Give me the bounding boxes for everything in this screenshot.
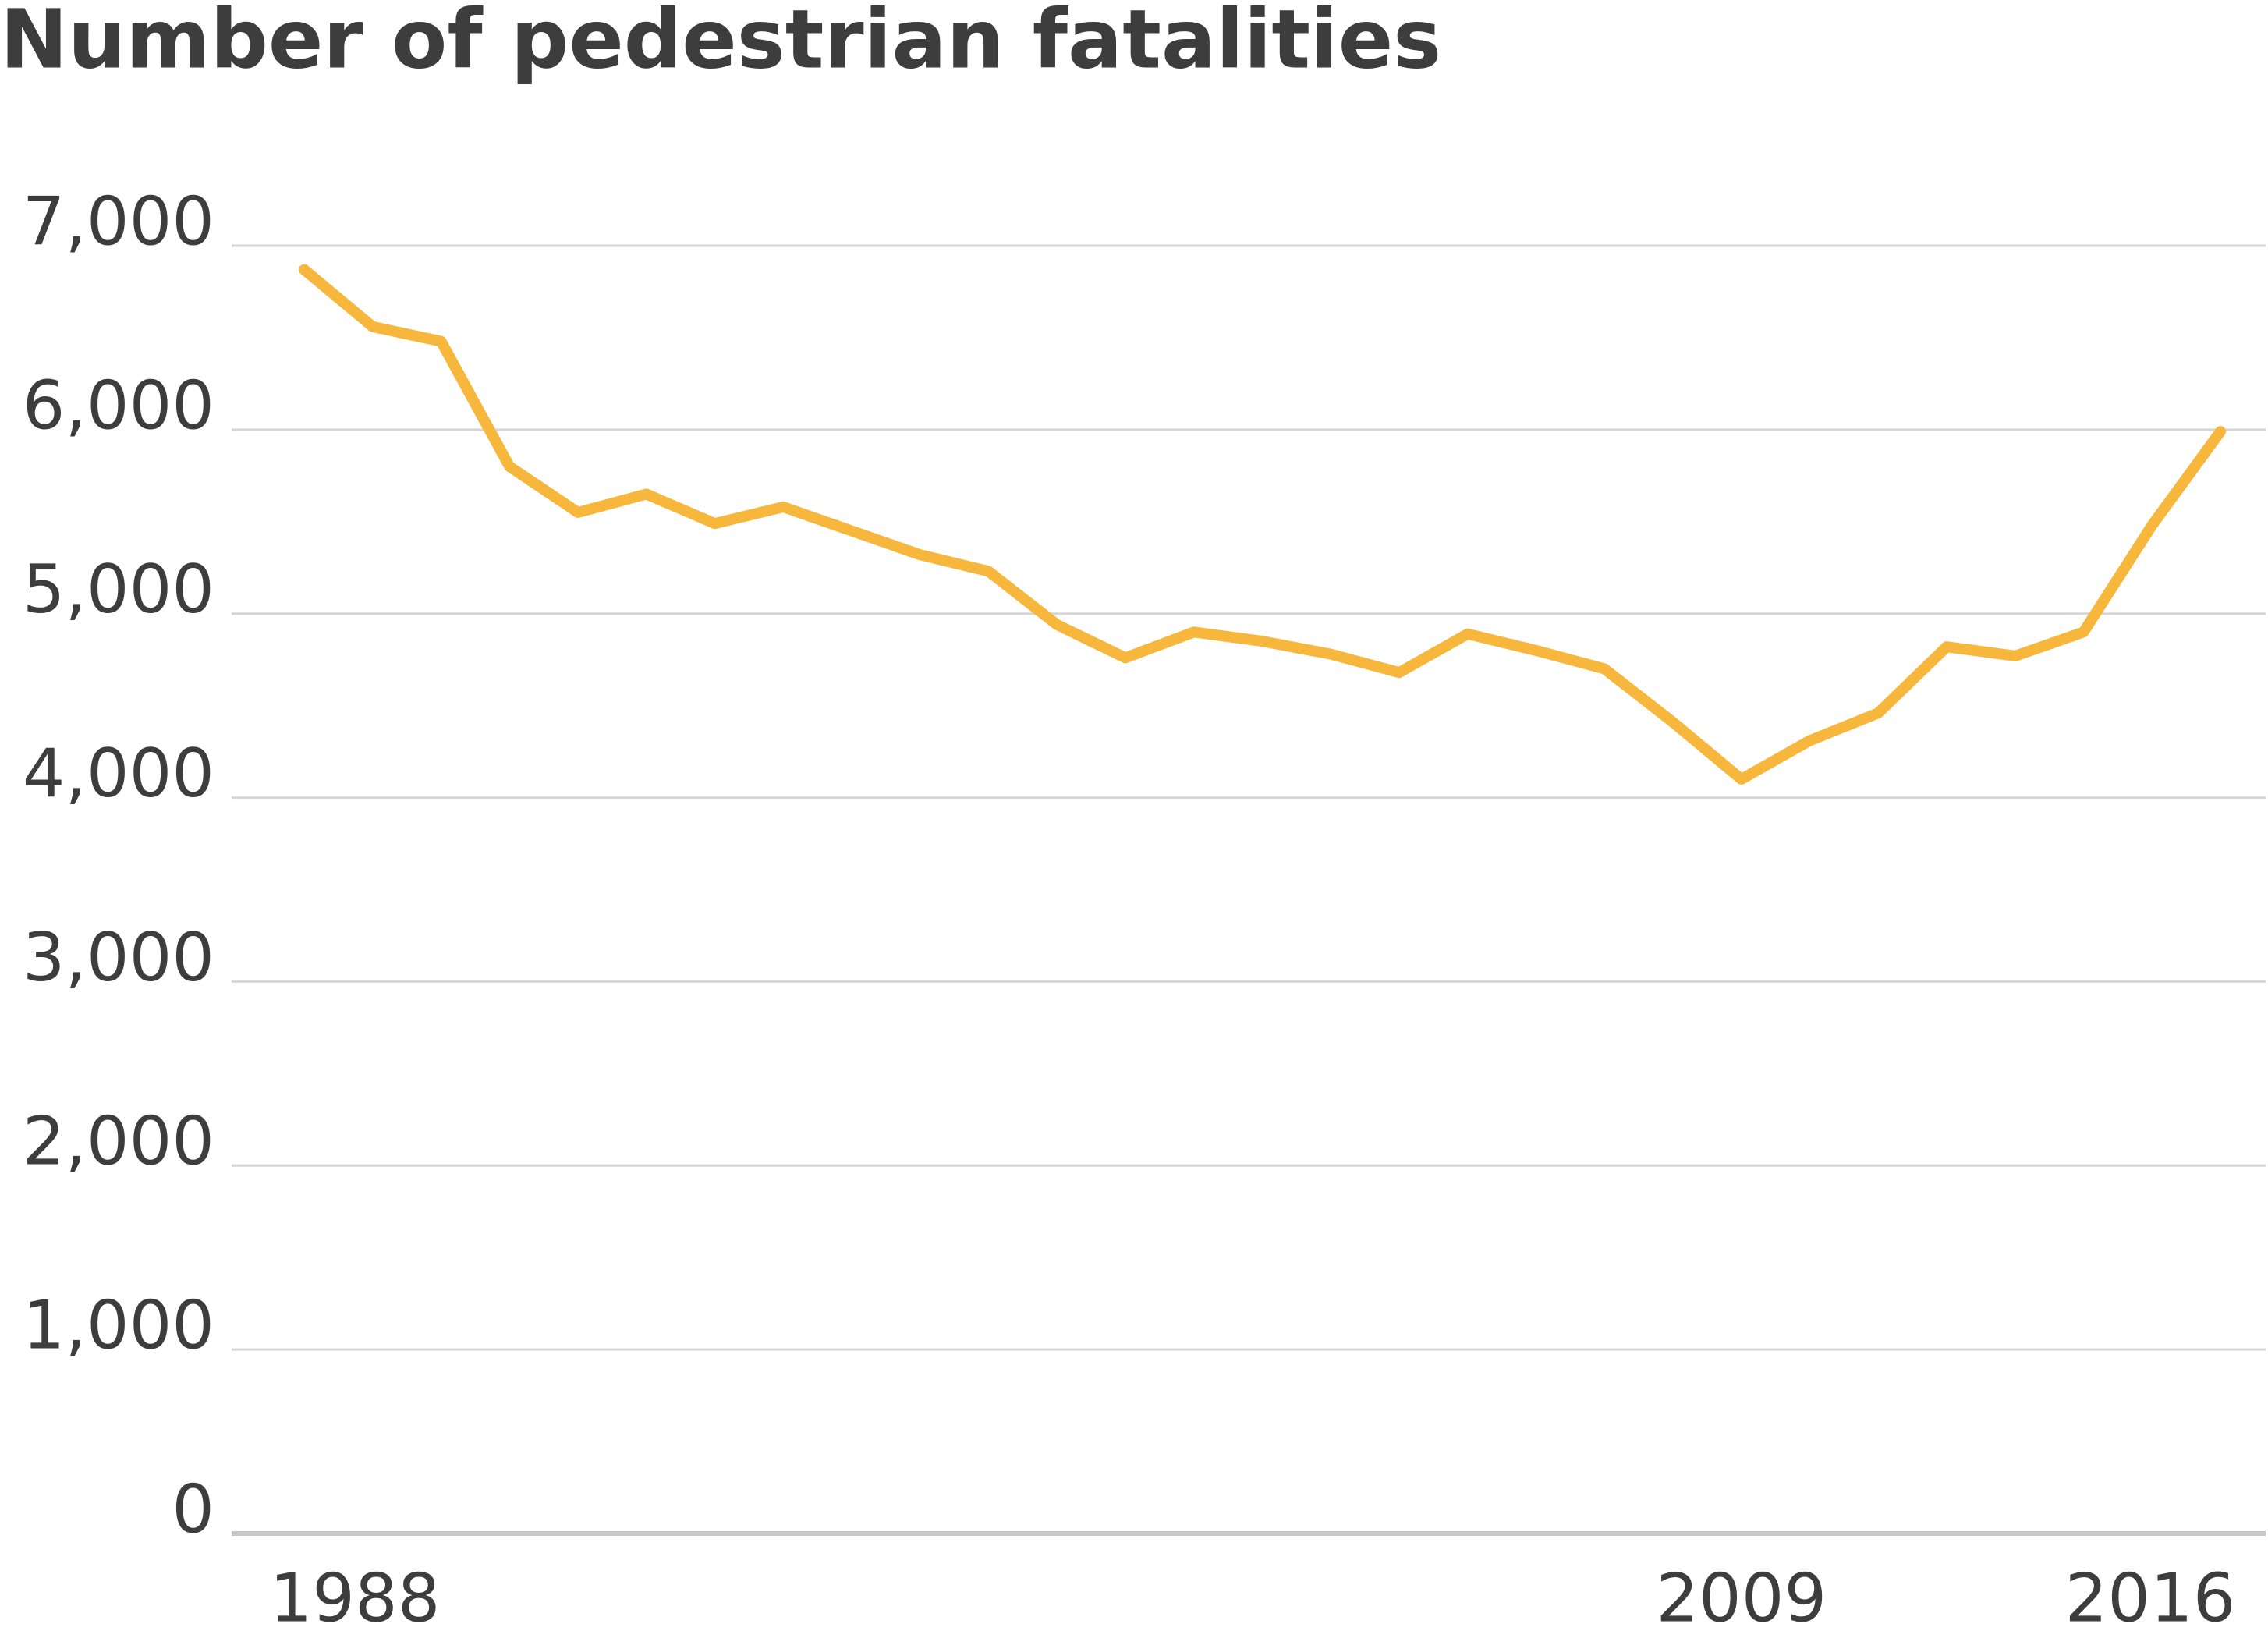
y-tick-label: 7,000 (23, 183, 214, 261)
y-tick-label: 3,000 (23, 919, 214, 997)
y-tick-label: 2,000 (23, 1103, 214, 1181)
y-tick-label: 1,000 (23, 1287, 214, 1365)
data-line (299, 264, 2226, 785)
x-tick-label: 2016 (2065, 1559, 2236, 1631)
x-tick-label: 2009 (1656, 1559, 1827, 1631)
y-tick-label: 0 (172, 1470, 214, 1548)
y-tick-label: 5,000 (23, 551, 214, 629)
y-tick-label: 4,000 (23, 735, 214, 813)
chart-title: Number of pedestrian fatalities (0, 0, 1441, 87)
x-tick-label: 1988 (270, 1559, 441, 1631)
y-tick-label: 6,000 (23, 367, 214, 445)
